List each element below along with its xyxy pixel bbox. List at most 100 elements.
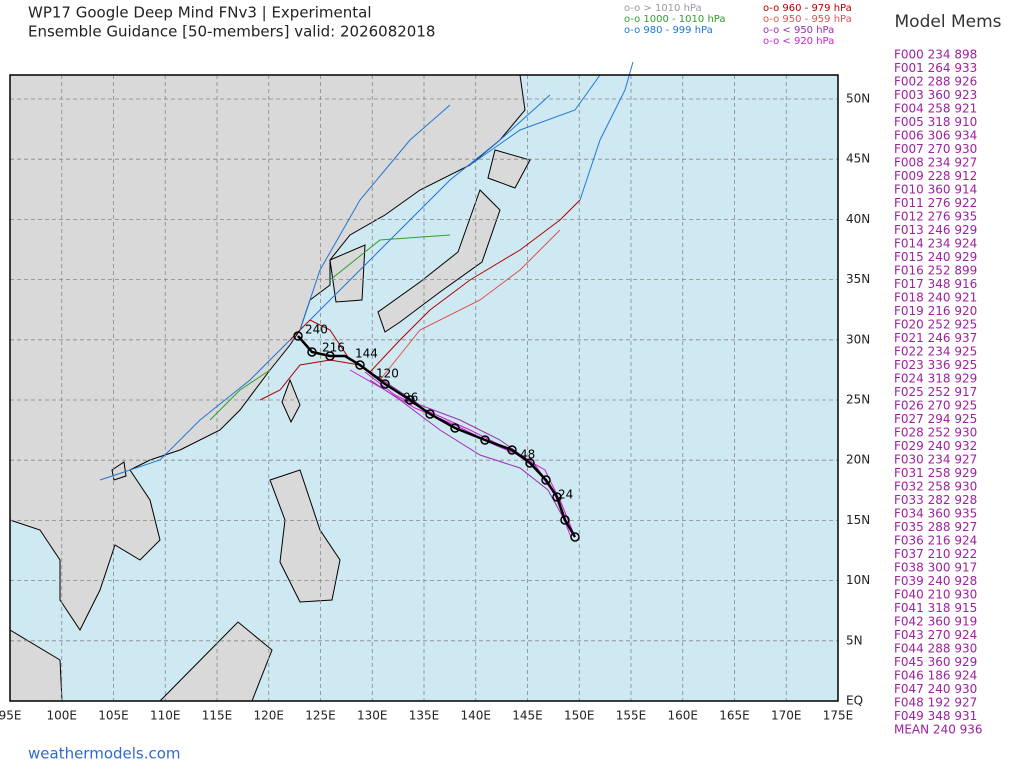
member-entry: F020 252 925 xyxy=(894,318,977,332)
track-label: 96 xyxy=(403,391,418,405)
member-entry: F031 258 929 xyxy=(894,466,977,480)
lon-label: 175E xyxy=(823,709,854,723)
legend-entry: o-o > 1010 hPa xyxy=(624,3,702,14)
members-title: Model Mems xyxy=(895,12,1002,32)
member-entry: F008 234 927 xyxy=(894,156,977,170)
lon-label: 115E xyxy=(202,709,233,723)
member-entry: F049 348 931 xyxy=(894,709,977,723)
member-entry: F043 270 924 xyxy=(894,628,977,642)
track-label: 120 xyxy=(376,367,399,381)
member-entry: F001 264 933 xyxy=(894,61,977,75)
lon-label: 110E xyxy=(150,709,181,723)
map-frame xyxy=(9,74,839,702)
member-entry: F025 252 917 xyxy=(894,385,977,399)
map: 240 216 144 120 96 48 24 95E 100E 105E 110E… xyxy=(0,61,870,723)
member-entry: F016 252 899 xyxy=(894,264,977,278)
lon-label: 160E xyxy=(668,709,699,723)
member-entry: F039 240 928 xyxy=(894,574,977,588)
lon-label: 170E xyxy=(771,709,802,723)
lon-label: 155E xyxy=(616,709,647,723)
member-entry: F041 318 915 xyxy=(894,601,977,615)
member-entry: F030 234 927 xyxy=(894,453,977,467)
member-entry: F022 234 925 xyxy=(894,345,977,359)
lon-label: 95E xyxy=(0,709,21,723)
member-entry: F019 216 920 xyxy=(894,304,977,318)
member-entry: F037 210 922 xyxy=(894,547,977,561)
member-entry: F012 276 935 xyxy=(894,210,977,224)
lon-label: 145E xyxy=(512,709,543,723)
lon-label: 135E xyxy=(409,709,440,723)
lon-label: 125E xyxy=(305,709,336,723)
member-entry: F048 192 927 xyxy=(894,696,977,710)
graticule xyxy=(10,75,838,701)
track-labels: 240 216 144 120 96 48 24 xyxy=(305,323,573,502)
lat-label: 15N xyxy=(846,513,870,527)
member-entry: F018 240 921 xyxy=(894,291,977,305)
track-label: 48 xyxy=(520,448,535,462)
subtitle: Ensemble Guidance [50-members] valid: 20… xyxy=(28,23,435,41)
member-entry: F013 246 929 xyxy=(894,223,977,237)
legend-entry: o-o 950 - 959 hPa xyxy=(763,14,852,25)
member-entry: F000 234 898 xyxy=(894,48,977,62)
member-entry: F027 294 925 xyxy=(894,412,977,426)
member-entry: F035 288 927 xyxy=(894,520,977,534)
member-entry: F028 252 930 xyxy=(894,426,977,440)
lat-label: 5N xyxy=(846,633,863,647)
legend-entry: o-o < 950 hPa xyxy=(763,25,834,36)
footer-link[interactable]: weathermodels.com xyxy=(28,745,181,763)
mean-track xyxy=(297,335,577,538)
lon-label: 165E xyxy=(719,709,750,723)
legend-entry: o-o 960 - 979 hPa xyxy=(763,3,852,14)
member-entry: F033 282 928 xyxy=(894,493,977,507)
lat-label: 45N xyxy=(846,152,870,166)
lon-label: 140E xyxy=(461,709,492,723)
member-entry: F042 360 919 xyxy=(894,615,977,629)
member-entry: F015 240 929 xyxy=(894,250,977,264)
lat-label: 40N xyxy=(846,212,870,226)
lon-label: 105E xyxy=(98,709,129,723)
member-entry: F009 228 912 xyxy=(894,169,977,183)
legend-entry: o-o 980 - 999 hPa xyxy=(624,25,713,36)
member-entry: F007 270 930 xyxy=(894,142,977,156)
member-entry: F045 360 929 xyxy=(894,655,977,669)
track-label: 216 xyxy=(322,341,345,355)
lon-label: 150E xyxy=(564,709,595,723)
legend-entry: o-o < 920 hPa xyxy=(763,36,834,47)
title: WP17 Google Deep Mind FNv3 | Experimenta… xyxy=(28,4,371,22)
member-entry: F017 348 916 xyxy=(894,277,977,291)
member-entry: F038 300 917 xyxy=(894,561,977,575)
member-entry: F003 360 923 xyxy=(894,88,977,102)
lat-label: 25N xyxy=(846,393,870,407)
member-entry: F014 234 924 xyxy=(894,237,977,251)
member-entry: F004 258 921 xyxy=(894,102,977,116)
member-entry: F046 186 924 xyxy=(894,669,977,683)
member-entry: F002 288 926 xyxy=(894,75,977,89)
member-entry: F034 360 935 xyxy=(894,507,977,521)
member-entry: F005 318 910 xyxy=(894,115,977,129)
mean-track-points xyxy=(293,331,580,542)
lat-label: 30N xyxy=(846,332,870,346)
lat-labels: EQ 5N 10N 15N 20N 25N 30N 35N 40N 45N 50N xyxy=(846,92,870,708)
member-entry: F040 210 930 xyxy=(894,588,977,602)
legend-entry: o-o 1000 - 1010 hPa xyxy=(624,14,725,25)
lon-labels: 95E 100E 105E 110E 115E 120E 125E 130E 135E 140E 1… xyxy=(0,709,853,723)
member-entry: F011 276 922 xyxy=(894,196,977,210)
track-label: 240 xyxy=(305,323,328,337)
member-entry: F006 306 934 xyxy=(894,129,977,143)
member-entry: F023 336 925 xyxy=(894,358,977,372)
member-entry: F047 240 930 xyxy=(894,682,977,696)
member-entry: F026 270 925 xyxy=(894,399,977,413)
member-entry: F032 258 930 xyxy=(894,480,977,494)
land xyxy=(9,74,531,702)
member-entry: F010 360 914 xyxy=(894,183,977,197)
track-label: 24 xyxy=(558,488,573,502)
lon-label: 100E xyxy=(47,709,78,723)
member-entry: F024 318 929 xyxy=(894,372,977,386)
member-entry: MEAN 240 936 xyxy=(894,723,983,737)
member-entry: F044 288 930 xyxy=(894,642,977,656)
member-entry: F021 246 937 xyxy=(894,331,977,345)
member-entry: F036 216 924 xyxy=(894,534,977,548)
lat-label: EQ xyxy=(846,694,863,708)
